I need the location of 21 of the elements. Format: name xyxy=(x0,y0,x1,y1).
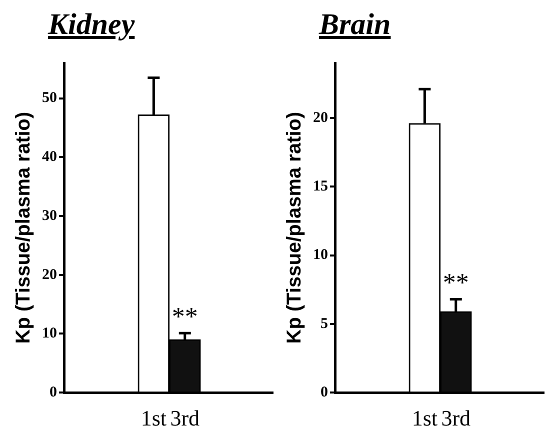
y-axis-title: Kp (Tissue/plasma ratio) xyxy=(284,112,306,344)
y-tick-label: 10 xyxy=(42,326,57,342)
y-tick-label: 0 xyxy=(50,384,57,400)
x-tick-label: 1st xyxy=(140,406,167,431)
y-tick-label: 40 xyxy=(42,149,57,166)
y-tick-label: 20 xyxy=(42,266,57,283)
annotation: ** xyxy=(442,268,469,298)
annotation: ** xyxy=(172,302,198,331)
x-tick-label: 1st xyxy=(412,406,438,431)
y-tick-label: 50 xyxy=(42,90,57,106)
y-tick-label: 10 xyxy=(313,247,328,264)
y-tick-label: 20 xyxy=(313,110,328,126)
chart-title: Kidney xyxy=(46,8,136,43)
chart-title: Brain xyxy=(318,8,392,43)
x-tick-label: 3rd xyxy=(170,406,200,431)
y-tick-label: 5 xyxy=(320,316,328,332)
y-tick-label: 0 xyxy=(320,384,328,400)
x-tick-label: 3rd xyxy=(441,406,471,431)
y-axis-title: Kp (Tissue/plasma ratio) xyxy=(12,112,35,344)
y-tick-label: 15 xyxy=(313,178,328,194)
y-tick-label: 30 xyxy=(42,208,57,224)
